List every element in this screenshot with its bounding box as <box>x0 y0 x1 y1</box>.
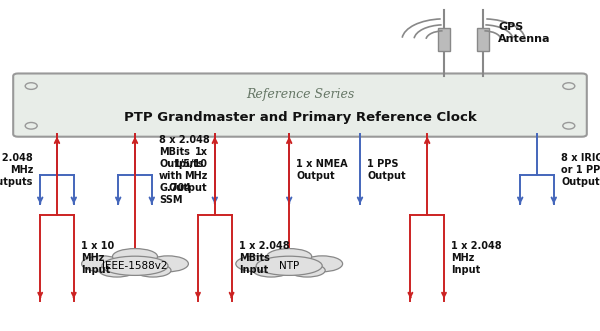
Ellipse shape <box>266 249 312 264</box>
Text: NTP: NTP <box>279 261 299 271</box>
Text: Reference Series: Reference Series <box>246 88 354 101</box>
Ellipse shape <box>302 256 343 272</box>
Text: GPS
Antenna: GPS Antenna <box>498 22 551 44</box>
Bar <box>477 28 489 51</box>
Text: 1 x 2.048
MBits
Input: 1 x 2.048 MBits Input <box>239 241 289 275</box>
Text: 1 x 10
MHz
Input: 1 x 10 MHz Input <box>81 241 114 275</box>
Ellipse shape <box>102 256 168 275</box>
Ellipse shape <box>256 256 322 275</box>
Text: 8 x 2.048
MHz
Outputs: 8 x 2.048 MHz Outputs <box>0 154 33 187</box>
FancyBboxPatch shape <box>13 73 587 137</box>
Text: 1 x 2.048
MHz
Input: 1 x 2.048 MHz Input <box>451 241 502 275</box>
Ellipse shape <box>113 249 157 264</box>
Text: 1 PPS
Output: 1 PPS Output <box>367 160 406 181</box>
Ellipse shape <box>82 256 122 272</box>
Ellipse shape <box>289 264 325 277</box>
Text: 8 x 2.048
MBits
Outputs
with
G.704
SSM: 8 x 2.048 MBits Outputs with G.704 SSM <box>159 135 210 206</box>
Ellipse shape <box>99 264 135 277</box>
Text: 8 x IRIG-B
or 1 PPS
Outputs: 8 x IRIG-B or 1 PPS Outputs <box>561 154 600 187</box>
Ellipse shape <box>236 256 277 272</box>
Ellipse shape <box>253 264 289 277</box>
Ellipse shape <box>135 264 171 277</box>
Ellipse shape <box>148 256 188 272</box>
Text: IEEE-1588v2: IEEE-1588v2 <box>102 261 168 271</box>
Text: PTP Grandmaster and Primary Reference Clock: PTP Grandmaster and Primary Reference Cl… <box>124 111 476 124</box>
Text: 1 x NMEA
Output: 1 x NMEA Output <box>296 160 348 181</box>
Bar <box>438 28 450 51</box>
Text: 1x
1/5/10
MHz
Output: 1x 1/5/10 MHz Output <box>169 148 208 193</box>
